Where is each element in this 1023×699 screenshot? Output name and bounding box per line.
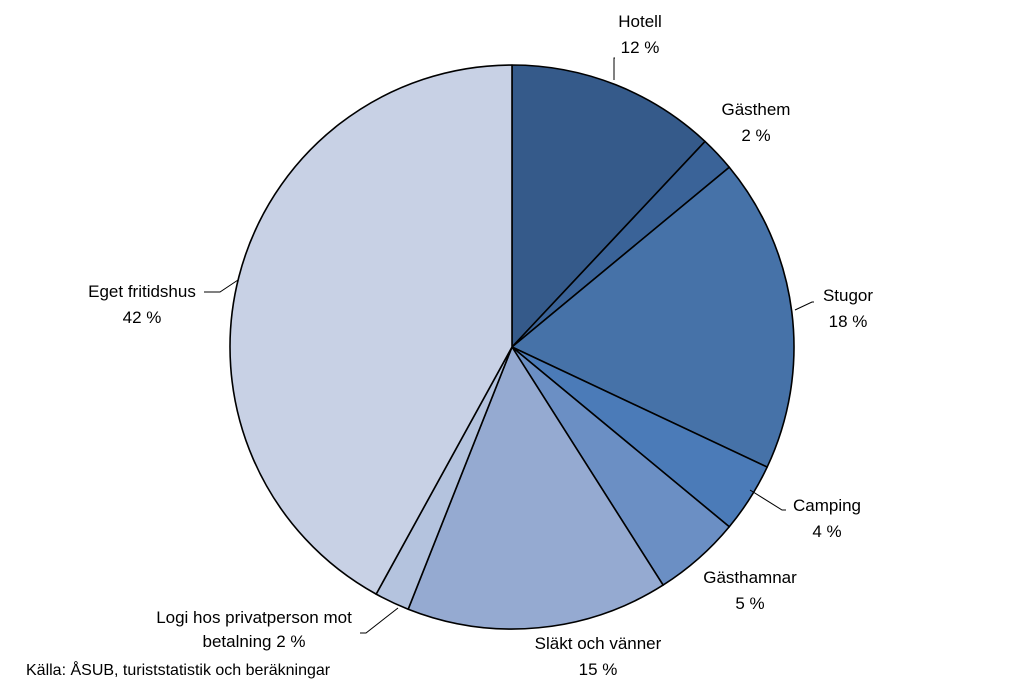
pie-slice-hotell: [511, 64, 706, 348]
leader-line-eget-fritidshus: [204, 279, 239, 293]
pie-slice-eget-fritidshus: [229, 64, 513, 595]
slice-value-hotell: 12 %: [621, 38, 660, 57]
slice-label-stugor: Stugor: [823, 286, 873, 305]
leader-line-hotell: [613, 57, 615, 80]
slices-layer: [229, 64, 795, 630]
leader-lines-layer: [204, 57, 814, 634]
slice-label-hotell: Hotell: [618, 12, 661, 31]
slice-value-stugor: 18 %: [829, 312, 868, 331]
source-note: Källa: ÅSUB, turiststatistik och beräkni…: [26, 660, 331, 679]
slice-label-slakt-och-vanner: Släkt och vänner: [535, 634, 662, 653]
leader-line-logi-hos-privatperson-mot-betalning: [360, 607, 399, 634]
slice-label-gasthamnar: Gästhamnar: [703, 568, 797, 587]
slice-label-logi-hos-privatperson-mot-betalning-line-2: betalning 2 %: [202, 632, 305, 651]
slice-value-slakt-och-vanner: 15 %: [579, 660, 618, 679]
pie-slice-slakt-och-vanner: [407, 346, 664, 630]
labels-layer: Hotell 12 % Gästhem 2 % Stugor 18 % Camping 4 %…: [88, 12, 873, 679]
slice-value-camping: 4 %: [812, 522, 841, 541]
slice-label-eget-fritidshus: Eget fritidshus: [88, 282, 196, 301]
slice-value-gasthamnar: 5 %: [735, 594, 764, 613]
leader-line-camping: [749, 489, 786, 511]
slice-value-eget-fritidshus: 42 %: [123, 308, 162, 327]
slice-label-gasthem: Gästhem: [722, 100, 791, 119]
leader-line-stugor: [794, 301, 814, 311]
slice-label-logi-hos-privatperson-mot-betalning-line-1: Logi hos privatperson mot: [156, 608, 352, 627]
slice-value-gasthem: 2 %: [741, 126, 770, 145]
pie-slice-stugor: [511, 166, 795, 468]
slice-label-camping: Camping: [793, 496, 861, 515]
